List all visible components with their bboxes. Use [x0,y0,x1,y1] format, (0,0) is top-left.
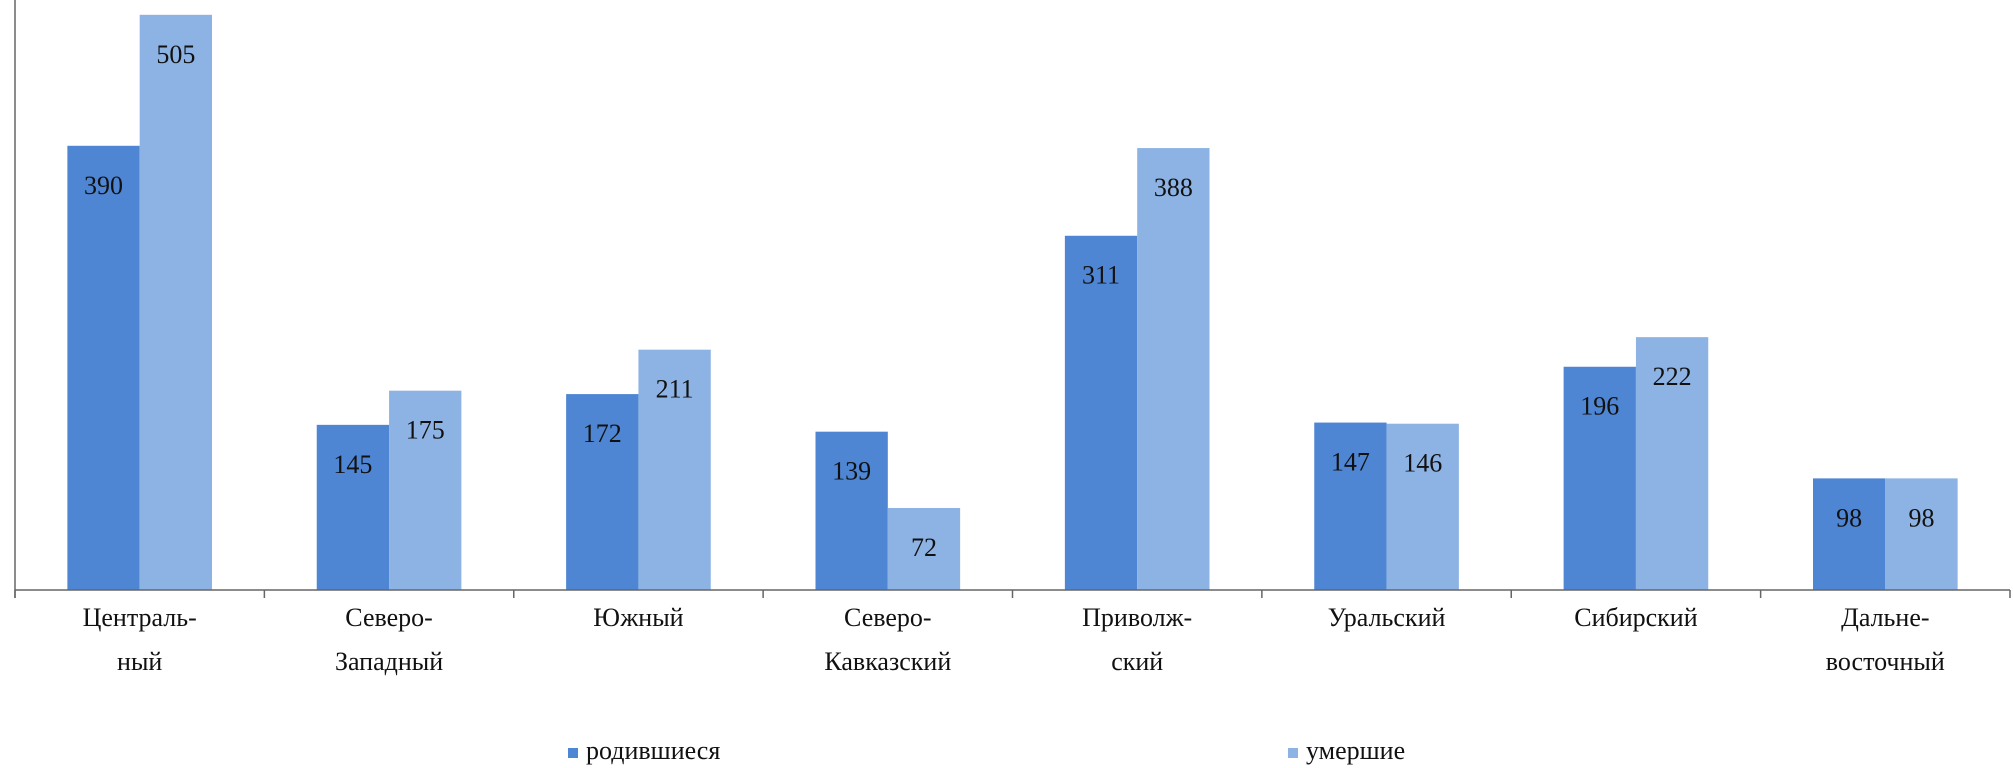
bar [1635,337,1709,590]
legend-swatch [568,748,578,758]
x-tick-label: Приволж-ский [1082,603,1192,676]
legend-label: родившиеся [586,736,720,765]
legend-swatch [1288,748,1298,758]
data-label: 98 [1836,503,1862,532]
data-label: 72 [911,533,937,562]
bar [1314,422,1387,590]
data-label: 147 [1331,448,1370,477]
data-label: 196 [1580,392,1619,421]
data-label: 139 [832,457,871,486]
x-tick-label: Южный [593,603,683,632]
bar [815,431,888,590]
x-tick-label: Северо-Кавказский [824,603,951,676]
bar [638,349,711,590]
data-label: 505 [156,40,195,69]
data-label: 175 [406,416,445,445]
bar [139,14,213,591]
x-tick-label: Дальне-восточный [1826,603,1945,676]
bar [1885,478,1958,590]
data-label: 172 [583,419,622,448]
bar [67,145,140,590]
data-label: 388 [1154,173,1193,202]
data-label: 145 [333,450,372,479]
data-label: 98 [1908,503,1934,532]
bar [316,424,390,590]
data-label: 311 [1082,261,1120,290]
legend-label: умершие [1306,736,1405,765]
bar [1064,235,1138,590]
x-tick-label: Уральский [1328,603,1446,632]
bar [566,394,639,590]
bar [887,507,961,590]
data-label: 211 [656,375,694,404]
data-label: 390 [84,171,123,200]
bar [1386,423,1459,590]
x-tick-label: Сибирский [1574,603,1697,632]
bar [1812,478,1886,590]
x-tick-label: Централь-ный [83,603,197,676]
data-label: 222 [1653,362,1692,391]
x-tick-label: Северо-Западный [335,603,443,676]
bar [1563,366,1636,590]
data-label: 146 [1403,449,1442,478]
bar [389,390,462,590]
bar [1137,148,1210,590]
